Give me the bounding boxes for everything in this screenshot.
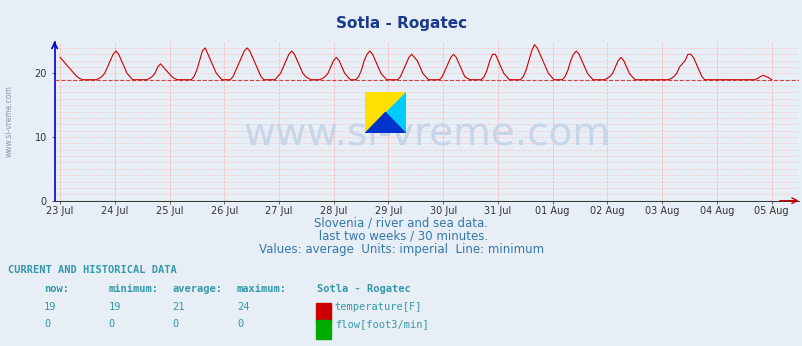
Text: minimum:: minimum:	[108, 284, 158, 294]
Polygon shape	[365, 112, 405, 133]
Text: average:: average:	[172, 284, 222, 294]
Text: Values: average  Units: imperial  Line: minimum: Values: average Units: imperial Line: mi…	[258, 243, 544, 256]
Text: 21: 21	[172, 302, 185, 312]
Text: now:: now:	[44, 284, 69, 294]
Text: Slovenia / river and sea data.: Slovenia / river and sea data.	[314, 216, 488, 229]
Text: 24: 24	[237, 302, 249, 312]
Text: flow[foot3/min]: flow[foot3/min]	[334, 319, 428, 329]
Polygon shape	[365, 92, 405, 133]
Text: 19: 19	[108, 302, 121, 312]
Text: CURRENT AND HISTORICAL DATA: CURRENT AND HISTORICAL DATA	[8, 265, 176, 275]
Text: 19: 19	[44, 302, 57, 312]
Text: 0: 0	[108, 319, 115, 329]
Text: last two weeks / 30 minutes.: last two weeks / 30 minutes.	[314, 229, 488, 243]
Text: www.si-vreme.com: www.si-vreme.com	[5, 85, 14, 157]
Text: 0: 0	[44, 319, 51, 329]
Text: 0: 0	[172, 319, 179, 329]
Text: maximum:: maximum:	[237, 284, 286, 294]
Text: temperature[F]: temperature[F]	[334, 302, 422, 312]
Text: 0: 0	[237, 319, 243, 329]
Text: www.si-vreme.com: www.si-vreme.com	[243, 115, 610, 153]
Polygon shape	[365, 92, 405, 133]
Text: Sotla - Rogatec: Sotla - Rogatec	[335, 16, 467, 30]
Text: Sotla - Rogatec: Sotla - Rogatec	[317, 284, 411, 294]
